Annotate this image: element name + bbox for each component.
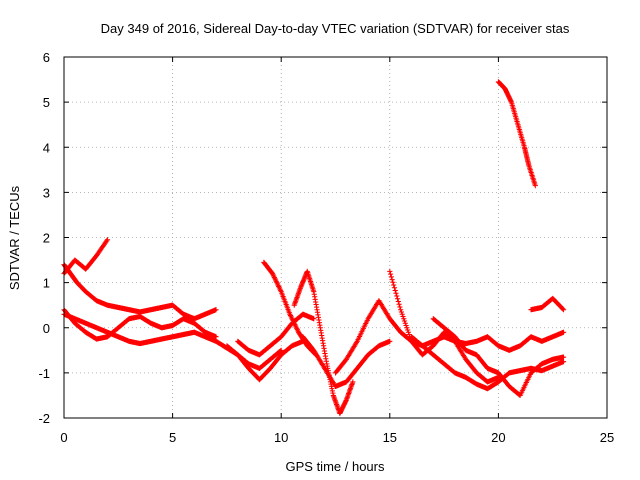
data-marker: [394, 293, 400, 299]
x-tick-label: 5: [169, 430, 176, 445]
data-point: [350, 379, 356, 385]
y-tick-label: 6: [43, 50, 50, 65]
data-marker: [390, 279, 396, 285]
data-point: [560, 354, 567, 360]
x-axis-label: GPS time / hours: [286, 459, 385, 474]
data-marker: [277, 348, 284, 354]
data-marker: [397, 304, 403, 310]
series-arc-1: [61, 237, 111, 277]
data-marker: [404, 325, 410, 331]
y-tick-label: 3: [43, 185, 50, 200]
series-arc-7: [235, 311, 317, 358]
data-marker: [399, 311, 405, 317]
data-point: [213, 334, 219, 340]
series-arc-2: [61, 261, 219, 322]
data-marker: [400, 313, 406, 320]
y-tick-label: 2: [43, 231, 50, 246]
y-tick-label: 1: [43, 276, 50, 291]
data-point: [532, 183, 538, 189]
data-marker: [394, 296, 401, 302]
series-arc-15: [441, 329, 567, 353]
series-arc-6: [224, 338, 306, 383]
data-marker: [389, 276, 395, 283]
y-axis-label: SDTVAR / TECUs: [7, 185, 22, 290]
data-markers: [61, 79, 567, 417]
data-marker: [391, 282, 397, 288]
data-marker: [395, 298, 401, 305]
data-marker: [402, 320, 408, 326]
data-marker: [405, 327, 411, 333]
data-marker: [387, 271, 394, 277]
y-tick-label: 4: [43, 140, 50, 155]
series-arc-16: [528, 295, 567, 313]
y-tick-label: -1: [38, 366, 50, 381]
data-marker: [401, 316, 407, 322]
data-point: [104, 237, 111, 243]
data-marker: [403, 322, 409, 329]
data-marker: [391, 285, 398, 291]
data-marker: [401, 318, 408, 324]
x-tick-label: 20: [491, 430, 505, 445]
data-point: [311, 316, 317, 322]
data-marker: [398, 309, 405, 315]
data-marker: [406, 331, 412, 338]
y-tick-label: 5: [43, 95, 50, 110]
data-point: [387, 268, 393, 274]
y-tick-label: -2: [38, 411, 50, 426]
series-arc-17: [495, 79, 538, 189]
data-point: [398, 307, 404, 313]
data-marker: [396, 301, 402, 307]
data-point: [560, 307, 567, 313]
data-point: [560, 358, 567, 365]
series-arc-8: [261, 259, 319, 358]
data-marker: [104, 238, 110, 244]
data-marker: [393, 290, 399, 296]
data-point: [387, 338, 393, 344]
series-arc-14: [430, 316, 567, 399]
series-arc-9: [291, 268, 356, 417]
series-arc-5: [191, 329, 284, 371]
data-marker: [392, 287, 398, 294]
data-marker: [388, 274, 394, 280]
data-marker: [560, 306, 566, 312]
axis-ticks: 0 5 10 15 20 25 -2 -1 0 1 2 3 4 5 6: [38, 50, 614, 445]
data-point: [560, 329, 567, 335]
data-point: [278, 347, 284, 353]
series-arc-13: [408, 334, 567, 392]
x-tick-label: 10: [274, 430, 288, 445]
grid-lines: [64, 57, 607, 418]
data-point: [213, 307, 219, 313]
series-arc-10: [300, 334, 393, 390]
x-tick-label: 25: [600, 430, 614, 445]
y-tick-label: 0: [43, 321, 50, 336]
chart-title: Day 349 of 2016, Sidereal Day-to-day VTE…: [101, 21, 570, 36]
data-marker: [405, 329, 412, 335]
x-tick-label: 15: [383, 430, 397, 445]
plot-frame: [63, 56, 608, 419]
x-tick-label: 0: [60, 430, 67, 445]
